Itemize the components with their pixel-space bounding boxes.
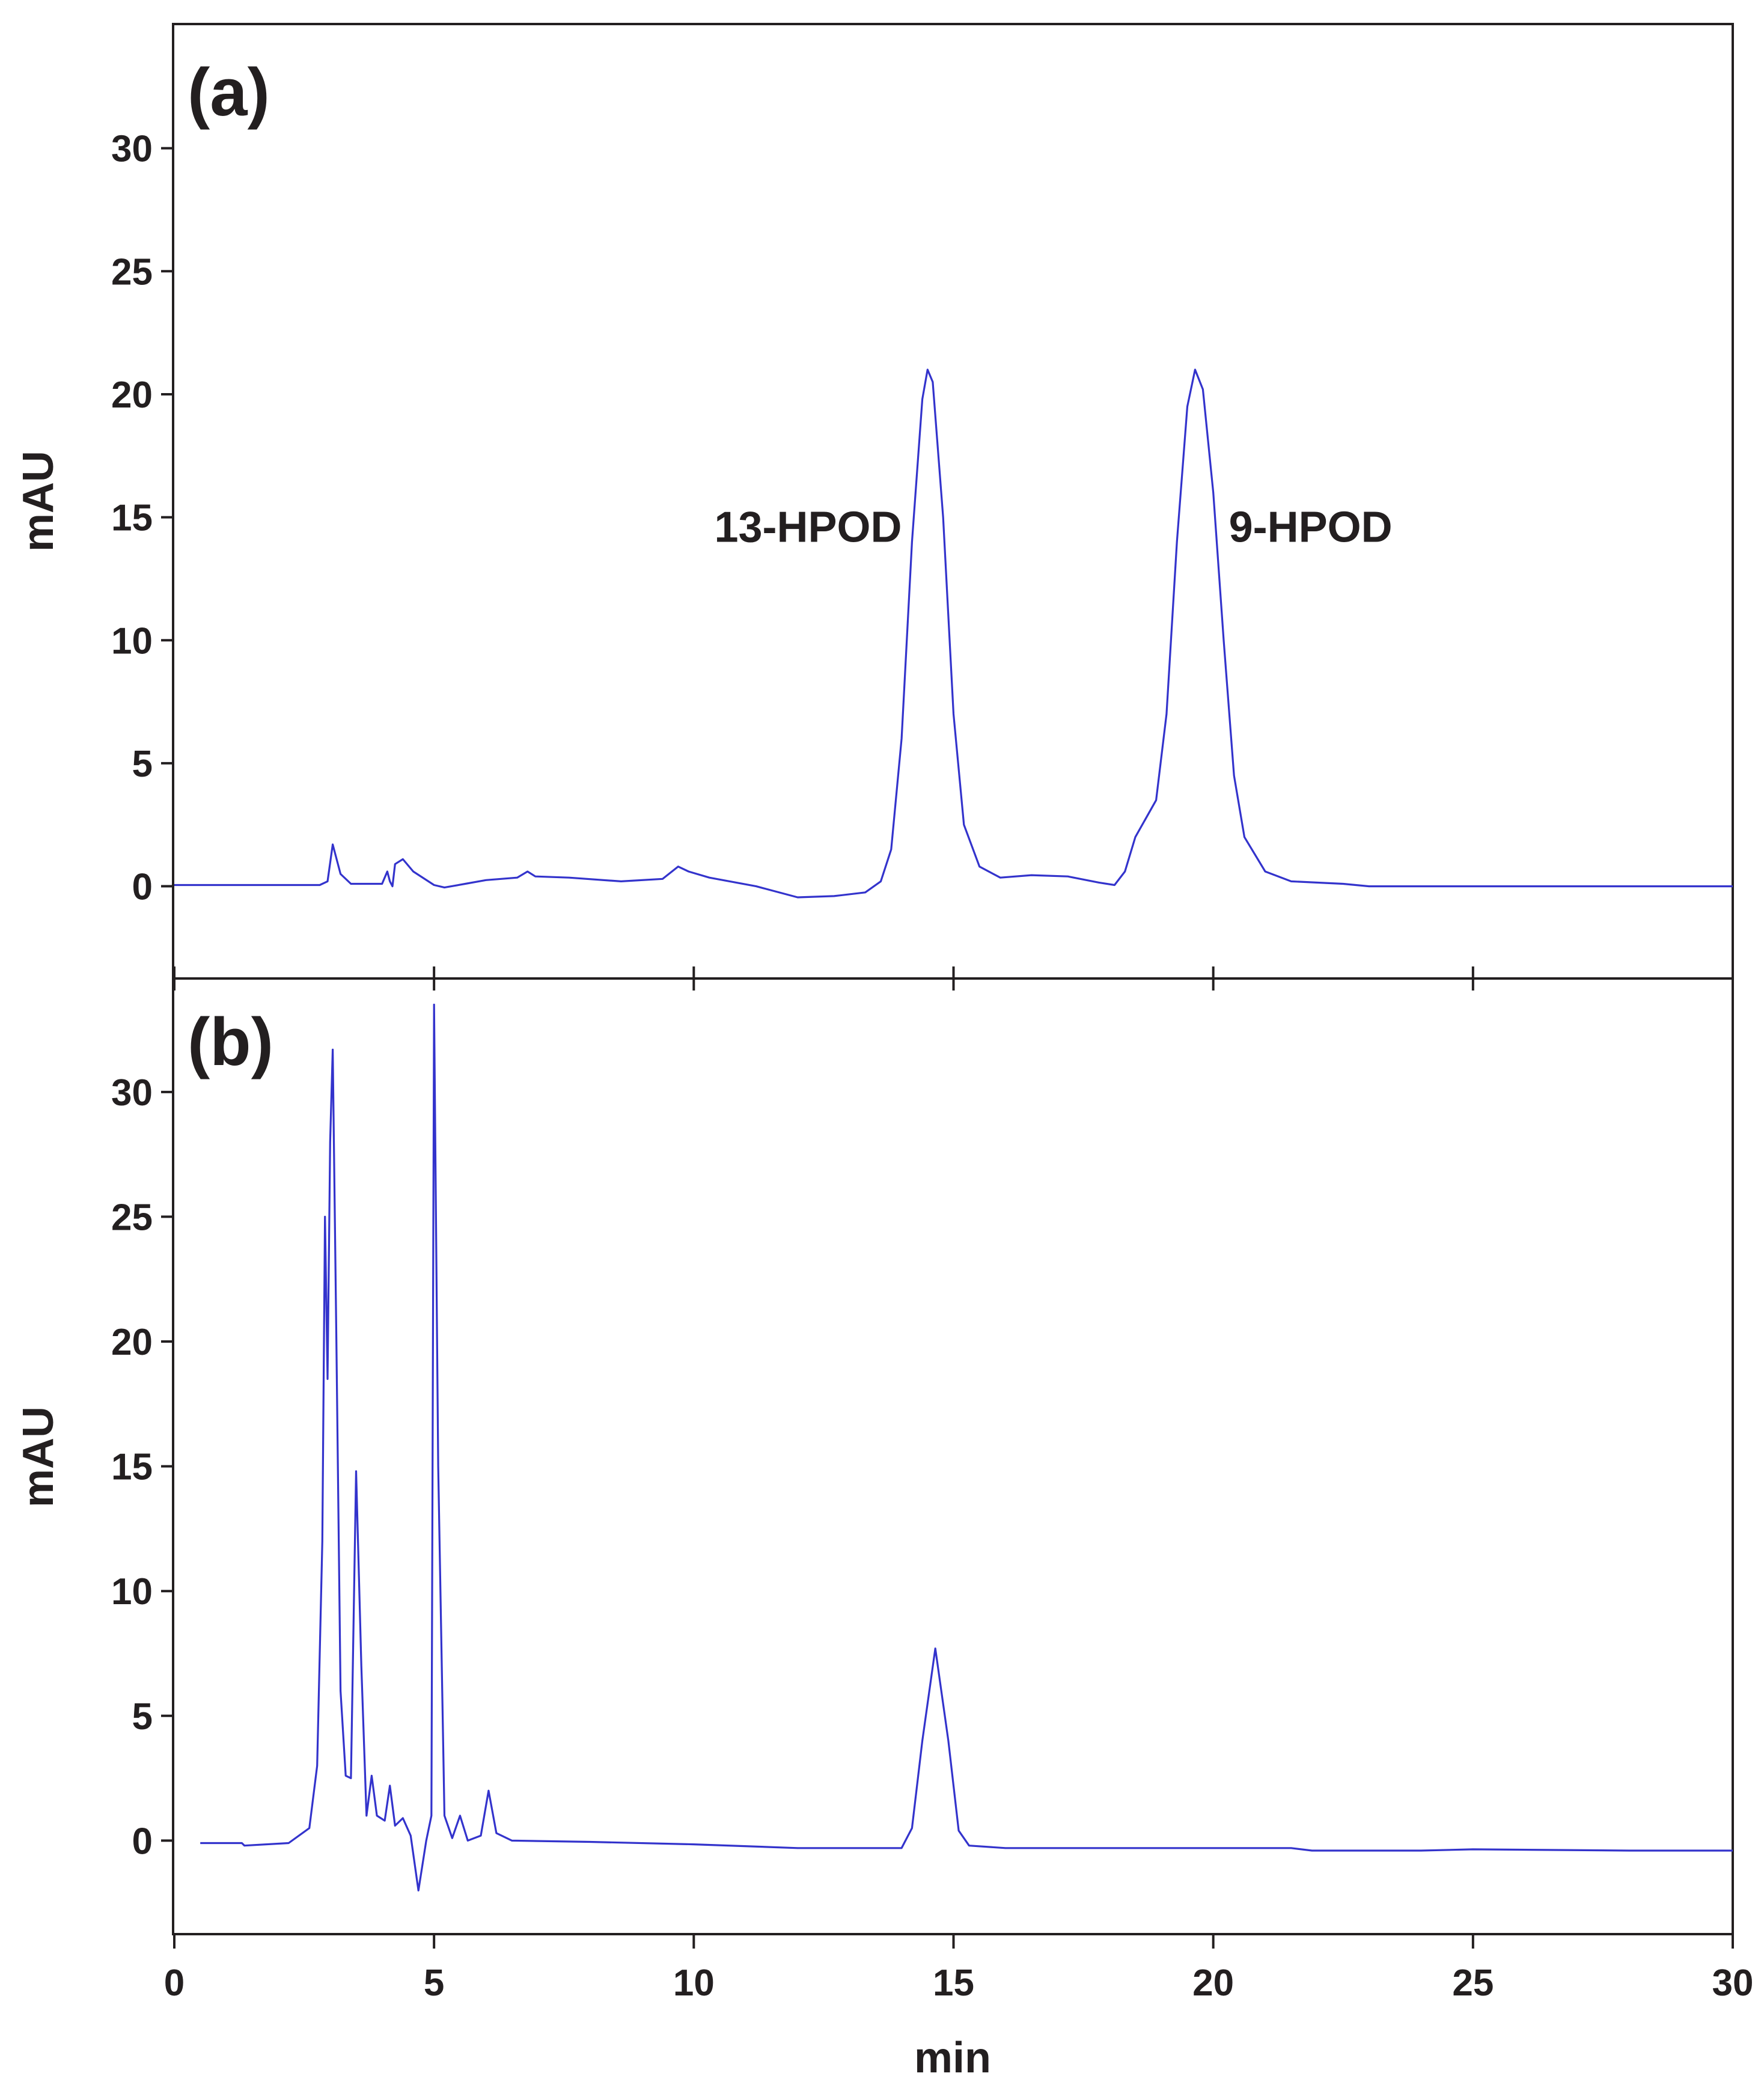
panel-b-x-tick-label: 25: [1452, 1962, 1494, 2004]
panel-b-x-tick-label: 5: [424, 1962, 444, 2004]
panel-a-y-axis-title: mAU: [14, 451, 63, 552]
panel-b-y-tick-label: 15: [111, 1447, 153, 1488]
panel-a-label: (a): [188, 55, 270, 130]
panel-b-y-tick-label: 30: [111, 1072, 153, 1114]
panel-b-x-axis: 0 5 10 15 20 25 30: [164, 1934, 1754, 2004]
panel-a: 0 5 10 15 20 25 30 (a) mAU 13-HPOD 9-HPOD: [14, 23, 1734, 980]
panel-b-x-tick-label: 20: [1192, 1962, 1234, 2004]
panel-a-chromatogram-line: [174, 368, 1733, 899]
panel-b-label: (b): [188, 1004, 273, 1079]
x-axis-title: min: [914, 2034, 991, 2082]
panel-b-y-tick-label: 20: [111, 1322, 153, 1363]
panel-b-x-tick-label: 30: [1712, 1962, 1754, 2004]
panel-a-y-tick-label: 25: [111, 251, 153, 293]
panel-b-chromatogram-line: [200, 1003, 1733, 1891]
panel-b-x-tick-label: 15: [933, 1962, 974, 2004]
panel-b-x-tick-label: 10: [673, 1962, 715, 2004]
panel-a-y-tick-label: 5: [132, 743, 153, 785]
panel-a-y-tick-label: 20: [111, 374, 153, 416]
panel-b-y-axis: 0 5 10 15 20 25 30: [111, 1072, 174, 1862]
panel-b-y-tick-label: 5: [132, 1696, 153, 1738]
panel-b: 0 5 10 15 20 25 30 0 5 10 15 20 25 30 (b) mAU min: [14, 966, 1753, 2082]
peak-label-13-hpod: 13-HPOD: [714, 504, 902, 552]
panel-b-y-tick-label: 25: [111, 1197, 153, 1238]
peak-label-9-hpod: 9-HPOD: [1229, 504, 1393, 552]
panel-a-y-tick-label: 15: [111, 498, 153, 539]
panel-a-y-tick-label: 0: [132, 867, 153, 908]
panel-b-y-axis-title: mAU: [14, 1406, 63, 1507]
panel-a-y-axis: 0 5 10 15 20 25 30: [111, 129, 174, 908]
panel-b-y-tick-label: 0: [132, 1821, 153, 1862]
panel-a-x-ticks: [173, 966, 1734, 991]
panel-a-y-tick-label: 30: [111, 129, 153, 170]
panel-b-x-tick-label: 0: [164, 1962, 185, 2004]
panel-a-y-tick-label: 10: [111, 620, 153, 662]
panel-b-y-tick-label: 10: [111, 1571, 153, 1613]
